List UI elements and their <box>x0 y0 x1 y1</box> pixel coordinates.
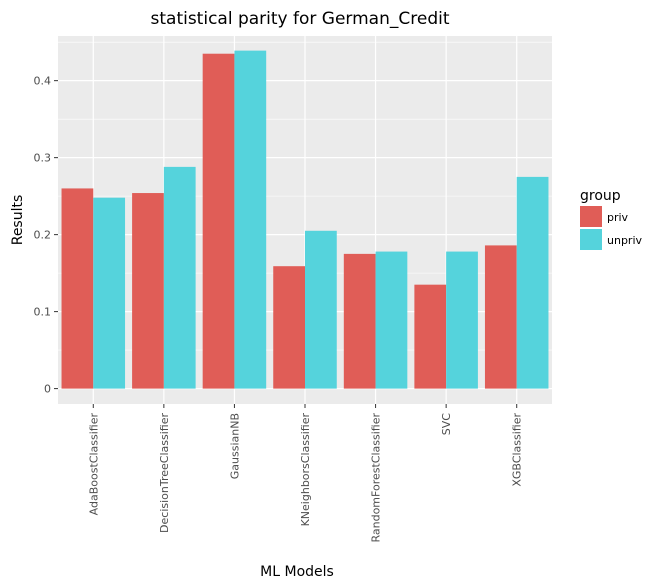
x-axis-title: ML Models <box>260 564 334 580</box>
x-tick-label: GaussianNB <box>228 413 241 479</box>
bar-unpriv-DecisionTreeClassifier <box>163 166 196 389</box>
x-tick-label: SVC <box>440 413 453 436</box>
y-axis: 0 0.1 0.2 0.3 0.4 <box>34 75 58 396</box>
bars <box>61 50 549 389</box>
bar-priv-XGBClassifier <box>484 245 517 389</box>
legend-swatch-unpriv <box>580 229 602 250</box>
x-tick-label: XGBClassifier <box>511 413 524 487</box>
y-tick-label: 0.3 <box>34 152 52 165</box>
bar-unpriv-XGBClassifier <box>516 176 549 389</box>
bar-priv-GaussianNB <box>202 53 235 389</box>
y-tick-label: 0 <box>44 383 51 396</box>
x-tick-label: KNeighborsClassifier <box>299 413 312 527</box>
x-tick-label: RandomForestClassifier <box>370 413 383 543</box>
x-tick-label: DecisionTreeClassifier <box>158 413 171 533</box>
x-axis: AdaBoostClassifier DecisionTreeClassifier… <box>87 404 524 543</box>
bar-priv-AdaBoostClassifier <box>61 188 94 389</box>
chart-title: statistical parity for German_Credit <box>151 9 450 29</box>
y-tick-label: 0.1 <box>34 306 52 319</box>
y-tick-label: 0.2 <box>34 229 52 242</box>
y-tick-label: 0.4 <box>34 75 52 88</box>
x-tick-label: AdaBoostClassifier <box>87 413 100 516</box>
legend-swatch-priv <box>580 206 602 227</box>
bar-priv-RandomForestClassifier <box>343 253 376 389</box>
legend-label-priv: priv <box>607 211 629 224</box>
bar-priv-DecisionTreeClassifier <box>132 193 164 389</box>
bar-priv-SVC <box>414 284 447 389</box>
bar-unpriv-RandomForestClassifier <box>375 251 408 389</box>
bar-unpriv-AdaBoostClassifier <box>93 197 126 389</box>
legend-title: group <box>580 188 621 204</box>
y-axis-title: Results <box>10 195 26 246</box>
bar-unpriv-KNeighborsClassifier <box>305 230 337 389</box>
bar-unpriv-GaussianNB <box>234 50 267 389</box>
bar-priv-KNeighborsClassifier <box>273 266 305 389</box>
bar-unpriv-SVC <box>446 251 478 389</box>
legend: group priv unpriv <box>580 188 643 250</box>
legend-label-unpriv: unpriv <box>607 234 643 247</box>
